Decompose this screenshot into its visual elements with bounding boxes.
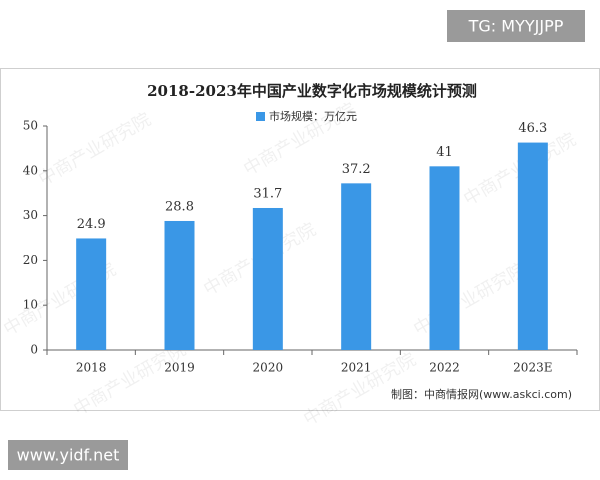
chart-title: 2018-2023年中国产业数字化市场规模统计预测 <box>147 82 477 100</box>
source-note: 制图：中商情报网(www.askci.com) <box>391 387 572 401</box>
x-tick-label: 2022 <box>429 361 460 375</box>
bar <box>341 183 372 350</box>
y-tick-label: 40 <box>23 163 38 177</box>
x-tick-label: 2021 <box>341 361 372 375</box>
y-tick-label: 0 <box>30 343 38 357</box>
legend-label: 市场规模：万亿元 <box>269 109 357 123</box>
value-label: 31.7 <box>253 186 282 201</box>
bar <box>164 220 195 350</box>
value-label: 28.8 <box>165 199 194 214</box>
y-tick-label: 10 <box>23 298 38 312</box>
bar <box>429 166 460 350</box>
y-tick-label: 30 <box>23 208 38 222</box>
bar <box>76 238 107 350</box>
legend-swatch <box>256 112 265 121</box>
overlay-box <box>447 10 585 42</box>
overlay-text: www.yidf.net <box>17 446 120 465</box>
overlay-text: TG: MYYJJPP <box>468 17 564 36</box>
y-tick-label: 20 <box>23 253 38 267</box>
value-label: 24.9 <box>77 217 106 232</box>
x-tick-label: 2020 <box>253 361 284 375</box>
value-label: 41 <box>436 145 453 160</box>
overlay-box <box>8 440 128 470</box>
x-tick-label: 2018 <box>76 361 107 375</box>
bar <box>517 142 548 350</box>
x-tick-label: 2019 <box>164 361 195 375</box>
value-label: 46.3 <box>518 121 547 136</box>
bar <box>252 207 283 350</box>
y-tick-label: 50 <box>23 119 38 133</box>
x-tick-label: 2023E <box>513 361 552 375</box>
value-label: 37.2 <box>342 162 371 177</box>
